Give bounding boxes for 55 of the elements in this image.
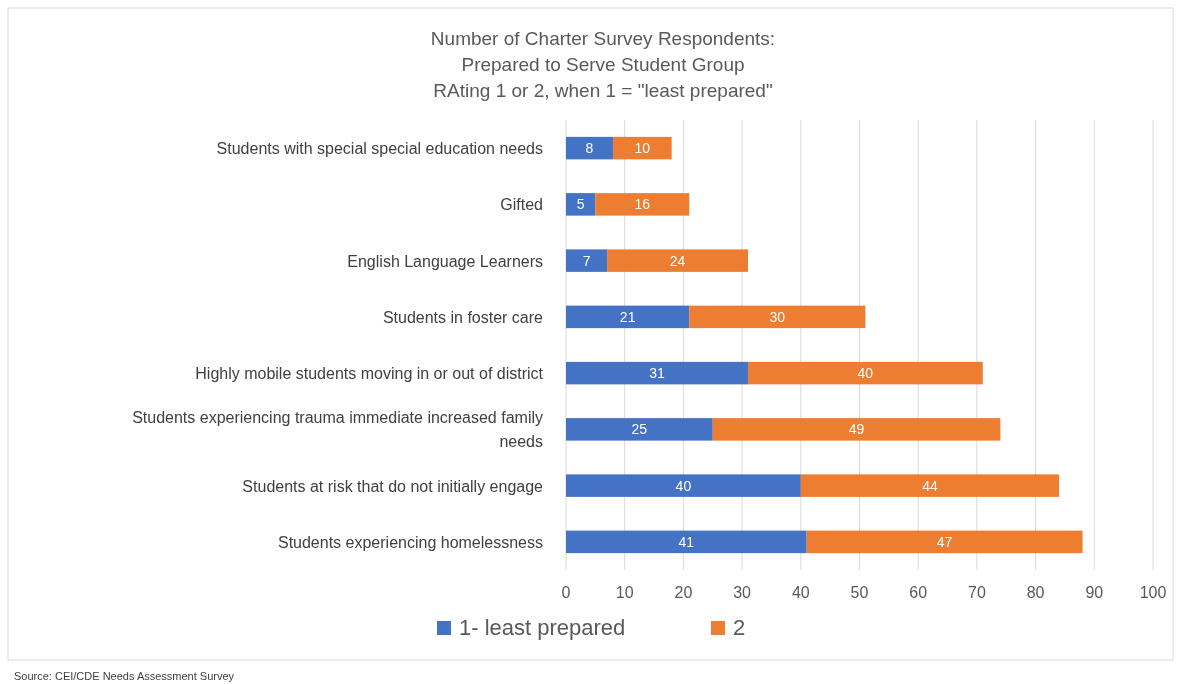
x-tick-label: 20 xyxy=(674,584,693,601)
x-tick-label: 60 xyxy=(909,584,928,601)
bar xyxy=(806,530,1083,554)
data-label: 21 xyxy=(619,308,636,325)
x-tick-label: 90 xyxy=(1085,584,1104,601)
bar xyxy=(566,418,713,441)
chart-title: Number of Charter Survey Respondents: Prepared to Serve Student Group RAting 1 or 2, when 1 = "least prepared" xyxy=(430,28,776,101)
x-tick-label: 10 xyxy=(615,584,634,601)
bar xyxy=(566,361,748,385)
y-tick-label: Gifted xyxy=(500,196,543,214)
data-label: 31 xyxy=(649,365,665,382)
bar xyxy=(689,305,866,329)
legend-label: 1- least prepared xyxy=(459,615,626,640)
data-label: 49 xyxy=(848,421,865,438)
y-tick-label: Students experiencing homelessness xyxy=(277,533,543,551)
y-tick-label: Highly mobile students moving in or out of district xyxy=(195,365,544,383)
bar xyxy=(566,136,613,160)
bar xyxy=(712,418,1001,441)
data-label: 30 xyxy=(769,308,786,325)
y-tick-label: English Language Learners xyxy=(347,252,543,270)
data-label: 16 xyxy=(634,196,651,213)
x-tick-label: 40 xyxy=(791,584,810,601)
bar xyxy=(566,305,690,329)
bar xyxy=(566,249,608,272)
y-tick-label: Students with special special education needs xyxy=(216,140,543,158)
bar xyxy=(566,474,801,497)
data-label: 10 xyxy=(634,140,651,157)
x-tick-label: 100 xyxy=(1139,584,1167,601)
y-tick-label: Students at risk that do not initially engage xyxy=(242,477,544,495)
legend-label: 2 xyxy=(733,615,746,640)
data-label: 24 xyxy=(669,252,686,269)
data-label: 40 xyxy=(857,365,874,382)
x-tick-label: 0 xyxy=(561,584,571,601)
bar xyxy=(607,249,748,272)
data-label: 5 xyxy=(576,196,585,213)
data-label: 25 xyxy=(631,421,648,438)
data-label: 40 xyxy=(675,477,692,494)
bar xyxy=(566,530,807,554)
bar xyxy=(595,193,690,216)
y-tick-label: Students experiencing trauma immediate increased family needs xyxy=(132,409,543,451)
data-label: 7 xyxy=(582,252,591,269)
x-tick-label: 50 xyxy=(850,584,869,601)
bar xyxy=(747,361,983,385)
x-tick-label: 70 xyxy=(968,584,986,601)
bar xyxy=(800,474,1060,497)
x-tick-label: 80 xyxy=(1026,584,1045,601)
data-label: 8 xyxy=(585,140,594,157)
x-tick-label: 30 xyxy=(733,584,752,601)
data-label: 44 xyxy=(922,477,938,494)
bar xyxy=(612,136,672,160)
bar xyxy=(566,193,596,216)
y-tick-label: Students in foster care xyxy=(382,308,544,326)
data-label: 41 xyxy=(678,533,695,550)
data-label: 47 xyxy=(936,533,953,550)
source-note: Source: CEI/CDE Needs Assessment Survey xyxy=(14,670,235,682)
